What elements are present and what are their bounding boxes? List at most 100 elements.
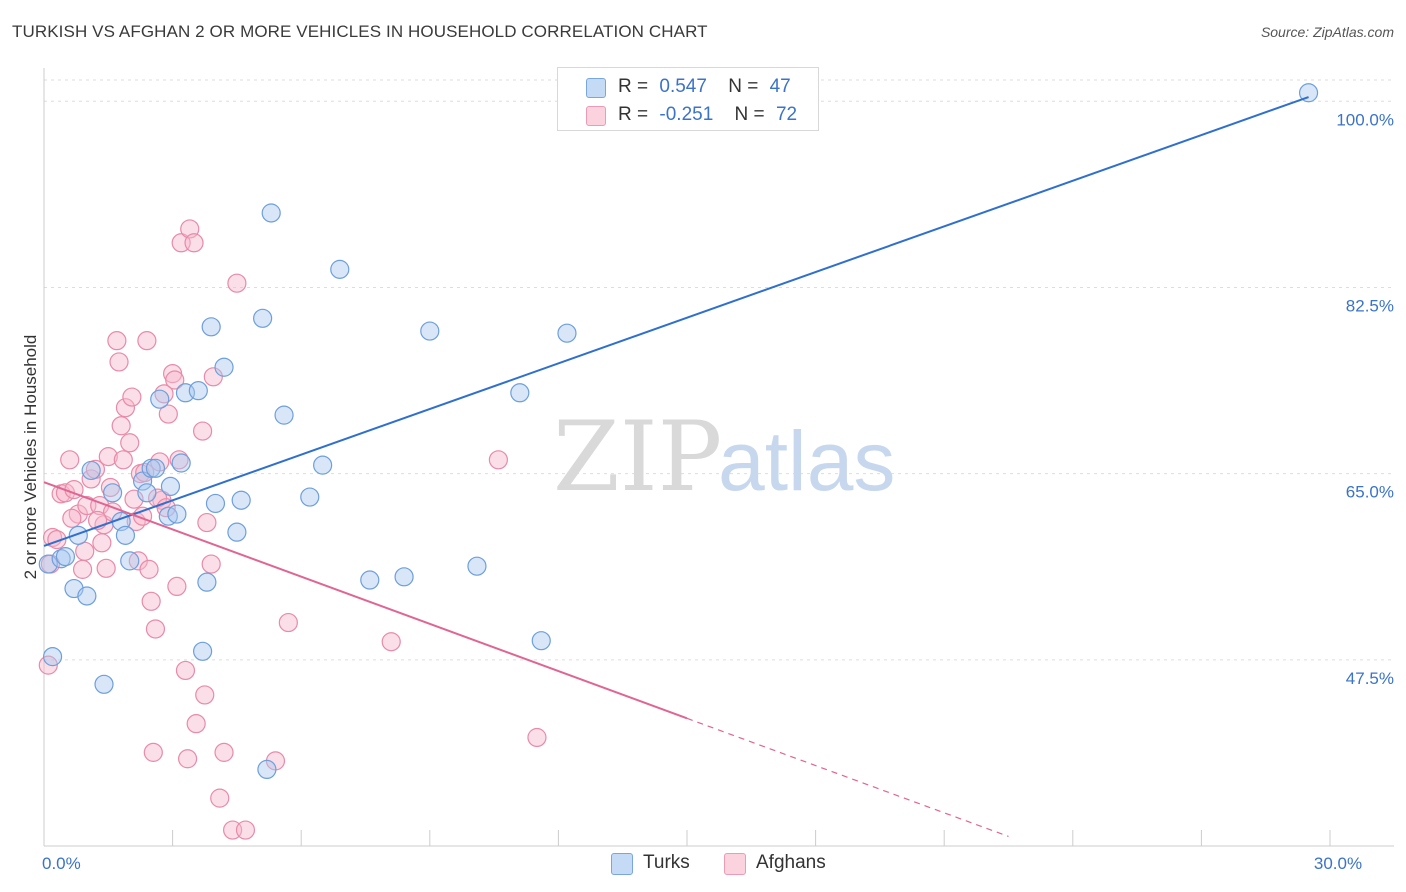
afghans-point — [143, 742, 163, 762]
afghans-point — [201, 554, 221, 574]
turks-point — [300, 487, 320, 507]
turks-point — [38, 554, 58, 574]
axis-layer — [43, 68, 1394, 847]
turks-point — [205, 493, 226, 514]
afghans-point — [137, 331, 157, 351]
turks-point — [55, 547, 76, 567]
n-label: N = — [728, 76, 759, 97]
turks-legend-label: Turks — [643, 852, 690, 873]
series-legend: Turks Afghans — [0, 852, 1406, 878]
watermark-zip: ZIP — [553, 401, 722, 513]
legend-row-turks: R = 0.547 N = 47 — [558, 73, 818, 101]
n-value: 47 — [769, 76, 791, 97]
turks-point — [261, 203, 281, 223]
turks-point — [231, 490, 251, 510]
turks-point — [137, 483, 157, 503]
turks-point — [531, 631, 551, 651]
turks-point — [253, 308, 273, 328]
turks-point — [360, 570, 380, 590]
afghans-point — [139, 559, 159, 579]
afghans-point — [167, 576, 187, 597]
turks-point — [1298, 83, 1319, 103]
afghans-point — [210, 788, 230, 808]
afghans-point — [107, 331, 127, 351]
turks-point — [167, 504, 187, 524]
y-tick-label: 65.0% — [1346, 483, 1394, 502]
afghans-point — [214, 742, 234, 762]
y-tick-label: 82.5% — [1346, 296, 1394, 315]
afghans-point — [184, 233, 204, 253]
afghans-point — [60, 450, 80, 470]
turks-trend-line — [43, 96, 1309, 547]
turks-point — [120, 551, 140, 571]
afghans-point — [158, 404, 178, 424]
n-label: N = — [734, 104, 765, 125]
afghans-point — [195, 685, 215, 705]
afghans-point — [197, 512, 217, 533]
y-tick-label: 100.0% — [1336, 110, 1394, 129]
afghans-point — [235, 820, 256, 840]
afghans-point — [488, 450, 508, 470]
tick-labels: 100.0% 82.5% 65.0% 47.5% 0.0% 30.0% — [42, 110, 1394, 873]
turks-point — [394, 567, 414, 587]
afghans-point — [227, 273, 247, 293]
afghans-point — [72, 559, 93, 579]
turks-point — [188, 381, 208, 401]
afghans-point — [527, 727, 547, 748]
turks-point — [257, 759, 277, 780]
turks-point — [227, 522, 247, 542]
afghans-point — [113, 450, 133, 470]
turks-point — [197, 572, 217, 592]
turks-point — [420, 321, 440, 341]
x-tick-label: 0.0% — [42, 854, 81, 873]
turks-point — [42, 647, 63, 667]
afghans-point — [165, 370, 185, 390]
afghans-point — [122, 387, 142, 407]
turks-point — [115, 525, 136, 545]
chart-title: TURKISH VS AFGHAN 2 OR MORE VEHICLES IN … — [12, 22, 708, 41]
turks-series — [38, 83, 1319, 780]
turks-point — [145, 458, 166, 478]
afghans-point — [109, 352, 129, 372]
source-label: Source: ZipAtlas.com — [1260, 24, 1394, 40]
afghans-point — [111, 416, 131, 436]
turks-point — [467, 556, 487, 576]
r-value: -0.251 — [659, 104, 714, 125]
afghans-point — [120, 433, 140, 453]
y-tick-label: 47.5% — [1346, 669, 1394, 688]
legend-text-turks: R = 0.547 N = 47 — [618, 76, 791, 98]
watermark: ZIP atlas — [553, 401, 895, 513]
turks-point — [102, 483, 123, 503]
afghans-legend-label: Afghans — [756, 852, 826, 873]
trend-lines — [43, 96, 1309, 837]
turks-point — [193, 641, 213, 661]
turks-point — [94, 674, 114, 694]
turks-point — [510, 383, 530, 403]
afghans-swatch — [586, 106, 606, 126]
afghans-point — [115, 398, 136, 418]
afghans-point — [75, 541, 95, 561]
r-label: R = — [618, 104, 649, 125]
turks-point — [160, 476, 181, 497]
y-axis-label: 2 or more Vehicles in Household — [21, 335, 40, 580]
turks-swatch — [586, 78, 606, 98]
afghans-point — [178, 749, 198, 769]
legend-row-afghans: R = -0.251 N = 72 — [558, 101, 818, 129]
afghans-point — [47, 529, 67, 550]
r-value: 0.547 — [659, 76, 707, 97]
afghans-series — [38, 219, 547, 840]
afghans-point — [141, 591, 161, 611]
n-value: 72 — [775, 104, 798, 125]
legend-text-afghans: R = -0.251 N = 72 — [618, 104, 797, 126]
afghans-trend-extension — [686, 717, 1009, 837]
afghans-trend-line — [43, 481, 688, 720]
afghans-point — [186, 714, 206, 734]
turks-point — [313, 455, 333, 475]
turks-point — [68, 525, 88, 545]
afghans-point — [169, 450, 189, 470]
turks-point — [150, 389, 170, 409]
turks-point — [141, 458, 161, 478]
afghans-point — [96, 558, 116, 578]
afghans-point — [203, 367, 223, 387]
